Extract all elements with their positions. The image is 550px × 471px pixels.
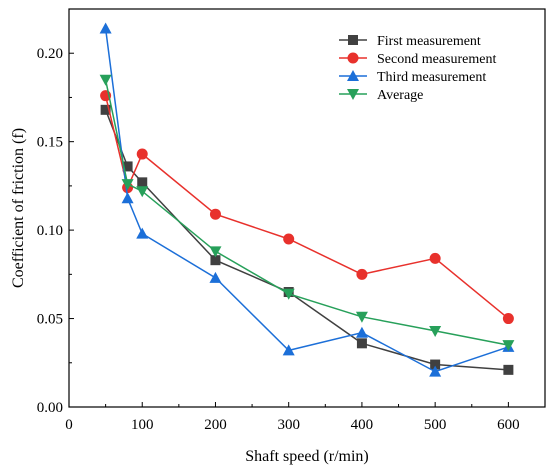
legend-marker	[347, 52, 359, 64]
x-tick-label: 100	[131, 417, 154, 433]
series-layer	[99, 22, 515, 377]
data-point	[429, 365, 442, 377]
data-point	[137, 177, 148, 188]
legend: First measurement Second measurement Third…	[339, 34, 496, 103]
data-point	[282, 288, 295, 300]
data-point	[355, 326, 368, 338]
y-tick-label: 0.00	[37, 400, 63, 416]
legend-label: Average	[377, 88, 423, 103]
data-point	[136, 227, 149, 239]
series-4	[99, 74, 515, 352]
series-line	[104, 28, 509, 373]
legend-item: Average	[339, 88, 423, 103]
x-tick-label: 500	[424, 417, 447, 433]
x-tick-label: 200	[204, 417, 227, 433]
series-3	[99, 22, 515, 377]
data-point	[356, 268, 368, 280]
legend-item: Second measurement	[339, 52, 496, 67]
x-tick-label: 0	[65, 417, 73, 433]
data-point	[99, 74, 112, 86]
data-point	[503, 364, 514, 375]
y-tick-label: 0.10	[37, 223, 63, 239]
data-point	[121, 179, 134, 191]
y-axis-title: Coefficient of friction (f)	[10, 128, 27, 288]
data-point	[429, 325, 442, 337]
data-point	[430, 359, 441, 370]
x-tick-label: 600	[497, 417, 520, 433]
data-point	[283, 233, 295, 245]
legend-marker	[348, 35, 358, 45]
y-tick-label: 0.05	[37, 312, 63, 328]
legend-label: First measurement	[377, 34, 481, 49]
data-point	[209, 246, 222, 258]
y-tick-label: 0.20	[37, 46, 63, 62]
legend-marker	[347, 70, 359, 81]
legend-label: Third measurement	[377, 70, 486, 85]
data-point	[99, 22, 112, 34]
data-point	[136, 186, 149, 198]
data-point	[136, 148, 148, 160]
data-point	[209, 208, 221, 220]
data-point	[209, 271, 222, 283]
x-axis-title: Shaft speed (r/min)	[245, 448, 369, 465]
data-point	[502, 340, 515, 352]
plot-frame	[68, 8, 546, 408]
x-tick-label: 400	[351, 417, 374, 433]
data-point	[282, 344, 295, 356]
y-tick-label: 0.15	[37, 135, 63, 151]
legend-marker	[347, 89, 359, 100]
data-point	[100, 104, 111, 115]
data-point	[502, 313, 514, 325]
data-point	[122, 161, 133, 172]
data-point	[356, 338, 367, 349]
series-1	[100, 104, 514, 375]
axis-ticks: 0 100 200 300 400 500 600 0.00 0.05 0.10 0.15 0.20	[37, 8, 520, 433]
data-point	[121, 192, 134, 204]
data-point	[429, 252, 441, 264]
x-tick-label: 300	[277, 417, 300, 433]
legend-label: Second measurement	[377, 52, 496, 67]
legend-item: First measurement	[339, 34, 481, 49]
data-point	[210, 255, 221, 266]
legend-item: Third measurement	[339, 70, 486, 85]
series-line	[104, 109, 509, 371]
data-point	[355, 311, 368, 323]
